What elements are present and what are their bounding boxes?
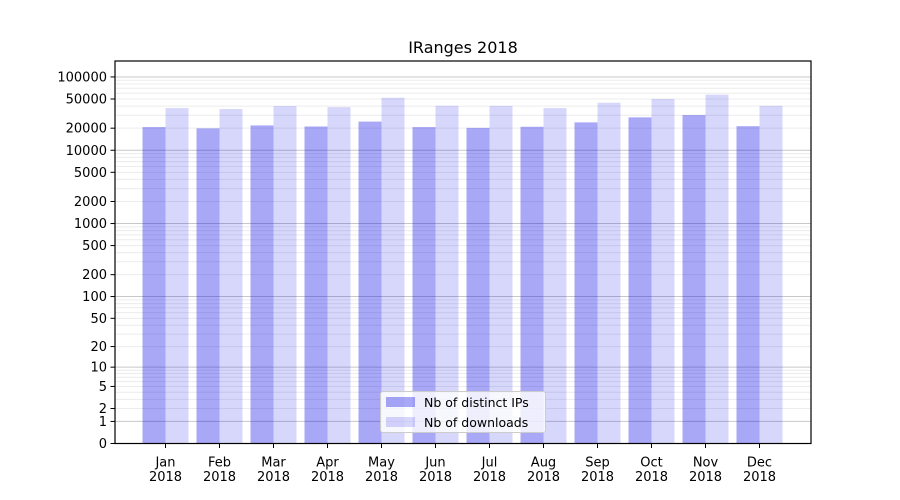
bar-downloads-sep <box>597 102 621 444</box>
chart-title: IRanges 2018 <box>408 38 518 57</box>
y-tick-label: 2000 <box>74 195 107 210</box>
bar-distinct-ips-dec <box>736 126 760 444</box>
x-tick-label: Jul 2018 <box>473 456 506 486</box>
gridlines-minor <box>115 79 811 410</box>
bar-downloads-nov <box>705 94 729 444</box>
y-tick-label: 5 <box>99 380 107 395</box>
bar-downloads-jul <box>489 105 513 444</box>
bar-distinct-ips-mar <box>250 125 274 444</box>
x-tick-label: Jun 2018 <box>419 456 452 486</box>
bar-downloads-aug <box>543 108 567 444</box>
y-tick-label: 5000 <box>74 166 107 181</box>
bar-distinct-ips-feb <box>196 128 220 444</box>
bar-downloads-apr <box>327 107 351 444</box>
x-tick-label: Sep 2018 <box>581 456 614 486</box>
y-tick-label: 500 <box>82 239 107 254</box>
y-tick-label: 20 <box>90 340 107 355</box>
bar-distinct-ips-jun <box>412 127 436 444</box>
y-tick-label: 10000 <box>66 144 107 159</box>
x-tick-label: May 2018 <box>365 456 398 486</box>
bar-downloads-feb <box>219 109 243 444</box>
y-tick-label: 10 <box>90 361 107 376</box>
legend-swatch-downloads <box>386 417 415 427</box>
legend-label-downloads: Nb of downloads <box>424 414 529 430</box>
x-tick-label: Jan 2018 <box>149 456 182 486</box>
bar-downloads-oct <box>651 98 675 444</box>
bars-downloads <box>165 94 783 444</box>
legend-label-distinct-ips: Nb of distinct IPs <box>424 394 529 410</box>
legend-swatch-distinct-ips <box>386 397 415 407</box>
bar-distinct-ips-nov <box>682 115 706 444</box>
x-tick-label: Nov 2018 <box>689 456 722 486</box>
bar-distinct-ips-oct <box>628 117 652 444</box>
bar-downloads-jan <box>165 108 189 444</box>
x-tick-label: Apr 2018 <box>311 456 344 486</box>
x-tick-label: Feb 2018 <box>203 456 236 486</box>
y-tick-label: 0 <box>99 437 107 452</box>
plot-border <box>114 60 812 445</box>
y-tick-label: 50000 <box>66 93 107 108</box>
y-tick-label: 50 <box>90 312 107 327</box>
x-axis: Jan 2018 Feb 2018 Mar 2018 Apr 2018 May 2018 Jun 20… <box>149 443 776 486</box>
x-tick-label: Dec 2018 <box>743 456 776 486</box>
bars-distinct-ips <box>142 115 760 444</box>
legend: Nb of distinct IPs Nb of downloads <box>380 391 546 433</box>
y-tick-label: 1000 <box>74 217 107 232</box>
y-tick-label: 1 <box>99 415 107 430</box>
x-tick-label: Oct 2018 <box>635 456 668 486</box>
y-tick-label: 100 <box>82 290 107 305</box>
gridlines-major <box>115 76 811 422</box>
bar-distinct-ips-jan <box>142 127 166 444</box>
y-tick-label: 20000 <box>66 122 107 137</box>
legend-item-distinct-ips: Nb of distinct IPs <box>386 394 545 410</box>
y-axis: 0 12 5 10 20 50 100 200 500 1000 2000 5000 10000 2000… <box>57 70 115 452</box>
bar-downloads-dec <box>759 105 783 444</box>
bar-distinct-ips-aug <box>520 126 544 444</box>
y-tick-label: 200 <box>82 268 107 283</box>
bar-downloads-mar <box>273 106 297 444</box>
bar-distinct-ips-jul <box>466 127 490 444</box>
y-tick-label: 2 <box>99 402 107 417</box>
x-tick-label: Mar 2018 <box>257 456 290 486</box>
bar-distinct-ips-sep <box>574 122 598 444</box>
bar-distinct-ips-may <box>358 121 382 444</box>
legend-item-downloads: Nb of downloads <box>386 414 545 430</box>
y-tick-label: 100000 <box>57 70 107 85</box>
bar-downloads-may <box>381 97 405 444</box>
x-tick-label: Aug 2018 <box>527 456 560 486</box>
bar-downloads-jun <box>435 105 459 444</box>
bar-distinct-ips-apr <box>304 126 328 444</box>
